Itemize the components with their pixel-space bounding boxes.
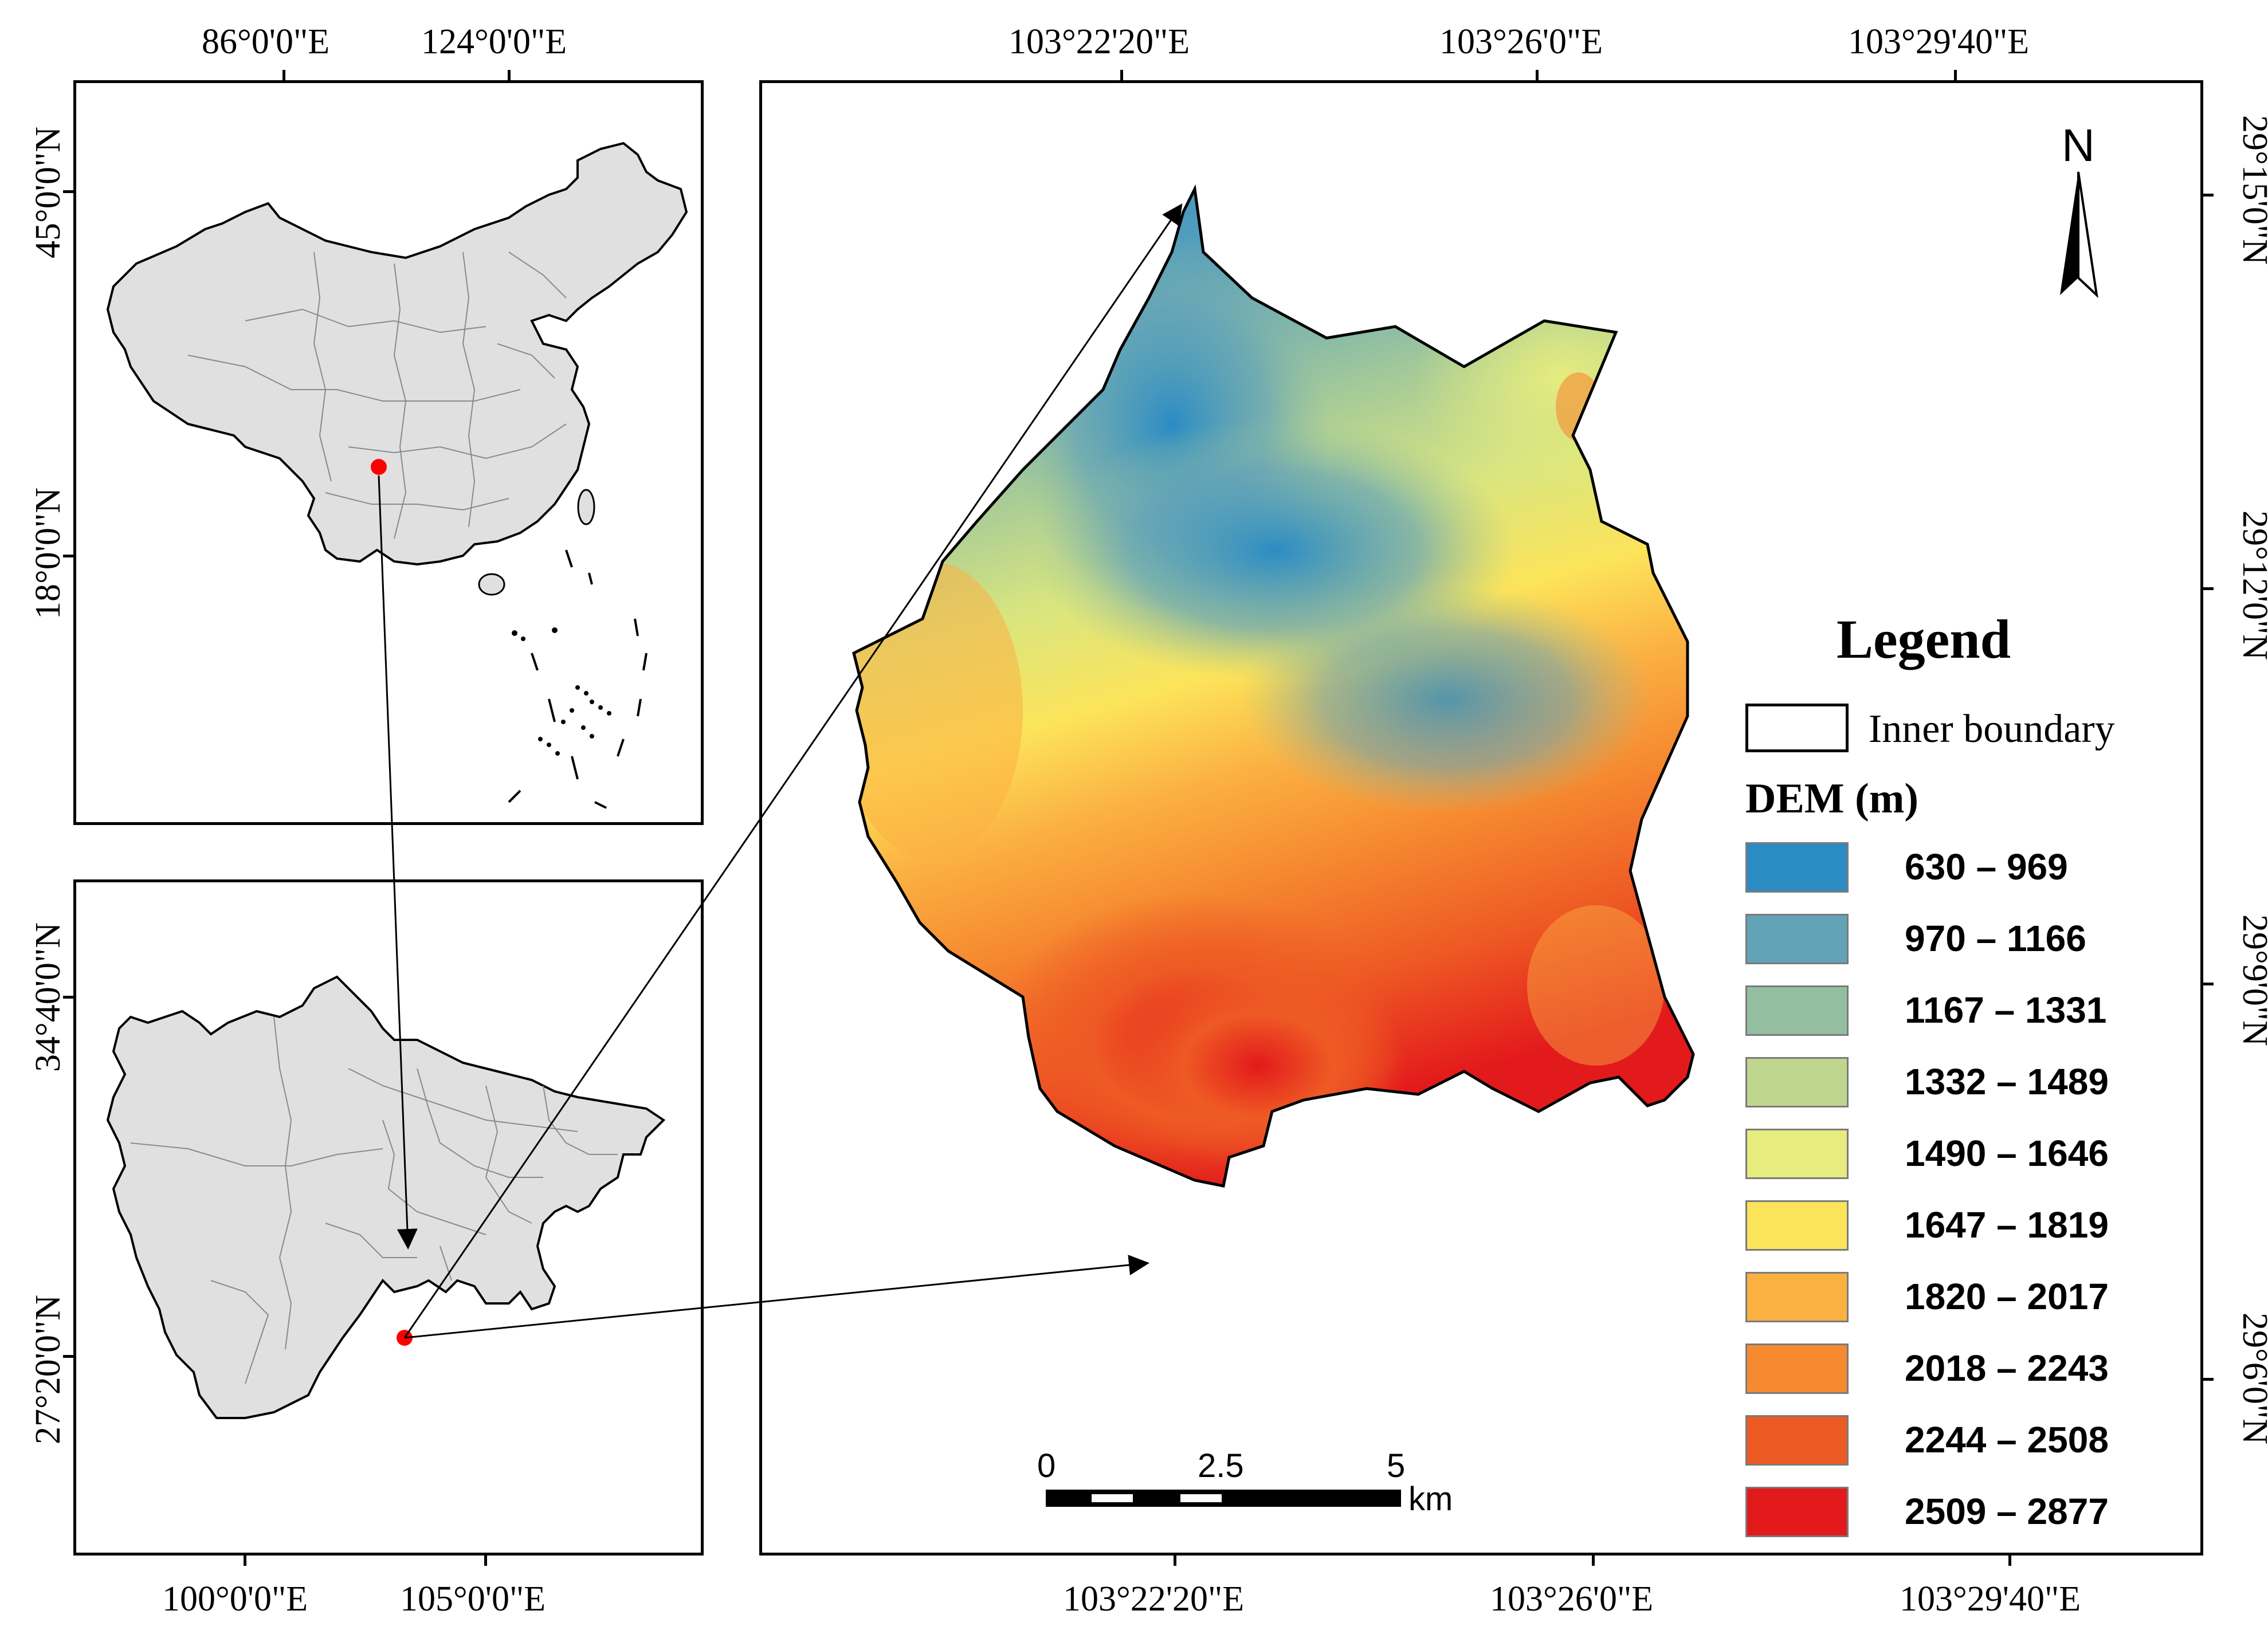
main-bottom-label-2: 103°26'0"E [1490,1580,1654,1619]
sichuan-tick [63,1355,73,1358]
main-tick [2203,587,2214,590]
arrow-china-to-sichuan [378,475,418,1250]
dem-class-swatch [1745,914,1849,964]
china-outline [106,142,688,566]
sichuan-tick [63,996,73,999]
dem-class-label: 1647 – 1819 [1905,1204,2109,1246]
main-tick [1174,1555,1176,1566]
dem-class-swatch [1745,1272,1849,1322]
main-tick [1536,70,1539,80]
main-tick [2203,194,2214,197]
dem-legend-row: 630 – 969 [1745,842,2135,897]
main-right-label-2: 29°12'0"N [2235,510,2268,661]
main-top-label-1: 103°22'20"E [1009,22,1190,61]
arrow-sichuan-to-top [403,203,1183,1338]
main-tick [1954,70,1957,80]
dem-legend-row: 970 – 1166 [1745,914,2135,968]
dem-class-label: 1820 – 2017 [1905,1276,2109,1317]
scale-unit: km [1408,1480,1453,1518]
dem-class-swatch [1745,985,1849,1036]
dem-class-label: 630 – 969 [1905,846,2068,887]
dem-map [852,171,2098,1507]
dem-class-label: 2018 – 2243 [1905,1348,2109,1389]
main-tick [2203,983,2214,985]
china-tick [63,555,73,557]
dem-legend-row: 1820 – 2017 [1745,1272,2135,1326]
main-tick [1120,70,1123,80]
main-tick [2203,1378,2214,1381]
sichuan-bottom-label-2: 105°0'0"E [400,1580,546,1619]
north-label: N [2062,120,2095,171]
scale-tick-5: 5 [1387,1447,1406,1484]
main-top-label-2: 103°26'0"E [1439,22,1603,61]
boundary-swatch [1745,704,1849,752]
dem-legend-row: 1332 – 1489 [1745,1057,2135,1111]
china-locator-dot [371,459,387,475]
scale-tick-0: 0 [1037,1447,1056,1484]
china-province-lines [187,252,567,539]
scale-tick-2-5: 2.5 [1198,1447,1244,1484]
dem-legend-row: 2018 – 2243 [1745,1344,2135,1398]
dem-class-label: 1332 – 1489 [1905,1061,2109,1102]
dem-class-label: 2509 – 2877 [1905,1491,2109,1532]
south-china-sea-line [508,549,648,809]
scale-bar [1046,1490,1401,1507]
main-right-label-1: 29°15'0"N [2235,115,2268,265]
dem-class-label: 1167 – 1331 [1905,989,2107,1031]
inner-boundary [852,184,1695,1188]
dem-legend-title: DEM (m) [1745,775,1919,822]
main-tick [2008,1555,2011,1566]
dem-class-swatch [1745,1057,1849,1107]
main-right-label-3: 29°9'0"N [2235,914,2268,1047]
sichuan-outline [106,975,666,1419]
dem-class-swatch [1745,1129,1849,1179]
china-tick [63,190,73,193]
china-tick [282,70,285,80]
sichuan-tick [244,1555,246,1566]
dem-class-label: 970 – 1166 [1905,918,2086,959]
dem-class-label: 1490 – 1646 [1905,1133,2109,1174]
dem-legend-row: 1647 – 1819 [1745,1200,2135,1255]
main-top-label-3: 103°29'40"E [1848,22,2030,61]
dem-class-swatch [1745,1344,1849,1394]
boundary-label: Inner boundary [1869,707,2115,751]
main-bottom-label-1: 103°22'20"E [1063,1580,1245,1619]
china-top-label-1: 86°0'0"E [202,22,330,61]
taiwan-island [577,489,595,525]
main-bottom-label-3: 103°29'40"E [1900,1580,2081,1619]
dem-class-swatch [1745,1415,1849,1466]
main-tick [1592,1555,1595,1566]
north-arrow-icon [2060,171,2098,298]
sichuan-tick [484,1555,487,1566]
dem-class-label: 2244 – 2508 [1905,1419,2109,1460]
legend-title: Legend [1837,608,2011,670]
sichuan-bottom-label-1: 100°0'0"E [162,1580,308,1619]
hainan-island [478,573,505,596]
china-tick [508,70,511,80]
main-right-label-4: 29°6'0"N [2235,1312,2268,1445]
dem-legend-row: 1490 – 1646 [1745,1129,2135,1183]
dem-legend-row: 2509 – 2877 [1745,1487,2135,1541]
dem-class-swatch [1745,1487,1849,1537]
china-inset-map [106,142,688,809]
dem-class-swatch [1745,1200,1849,1251]
dem-legend-row: 1167 – 1331 [1745,985,2135,1040]
dem-class-swatch [1745,842,1849,893]
dem-legend-row: 2244 – 2508 [1745,1415,2135,1470]
south-china-sea-islands [512,627,611,756]
arrow-sichuan-to-bottom [404,1255,1149,1339]
china-top-label-2: 124°0'0"E [421,22,567,61]
